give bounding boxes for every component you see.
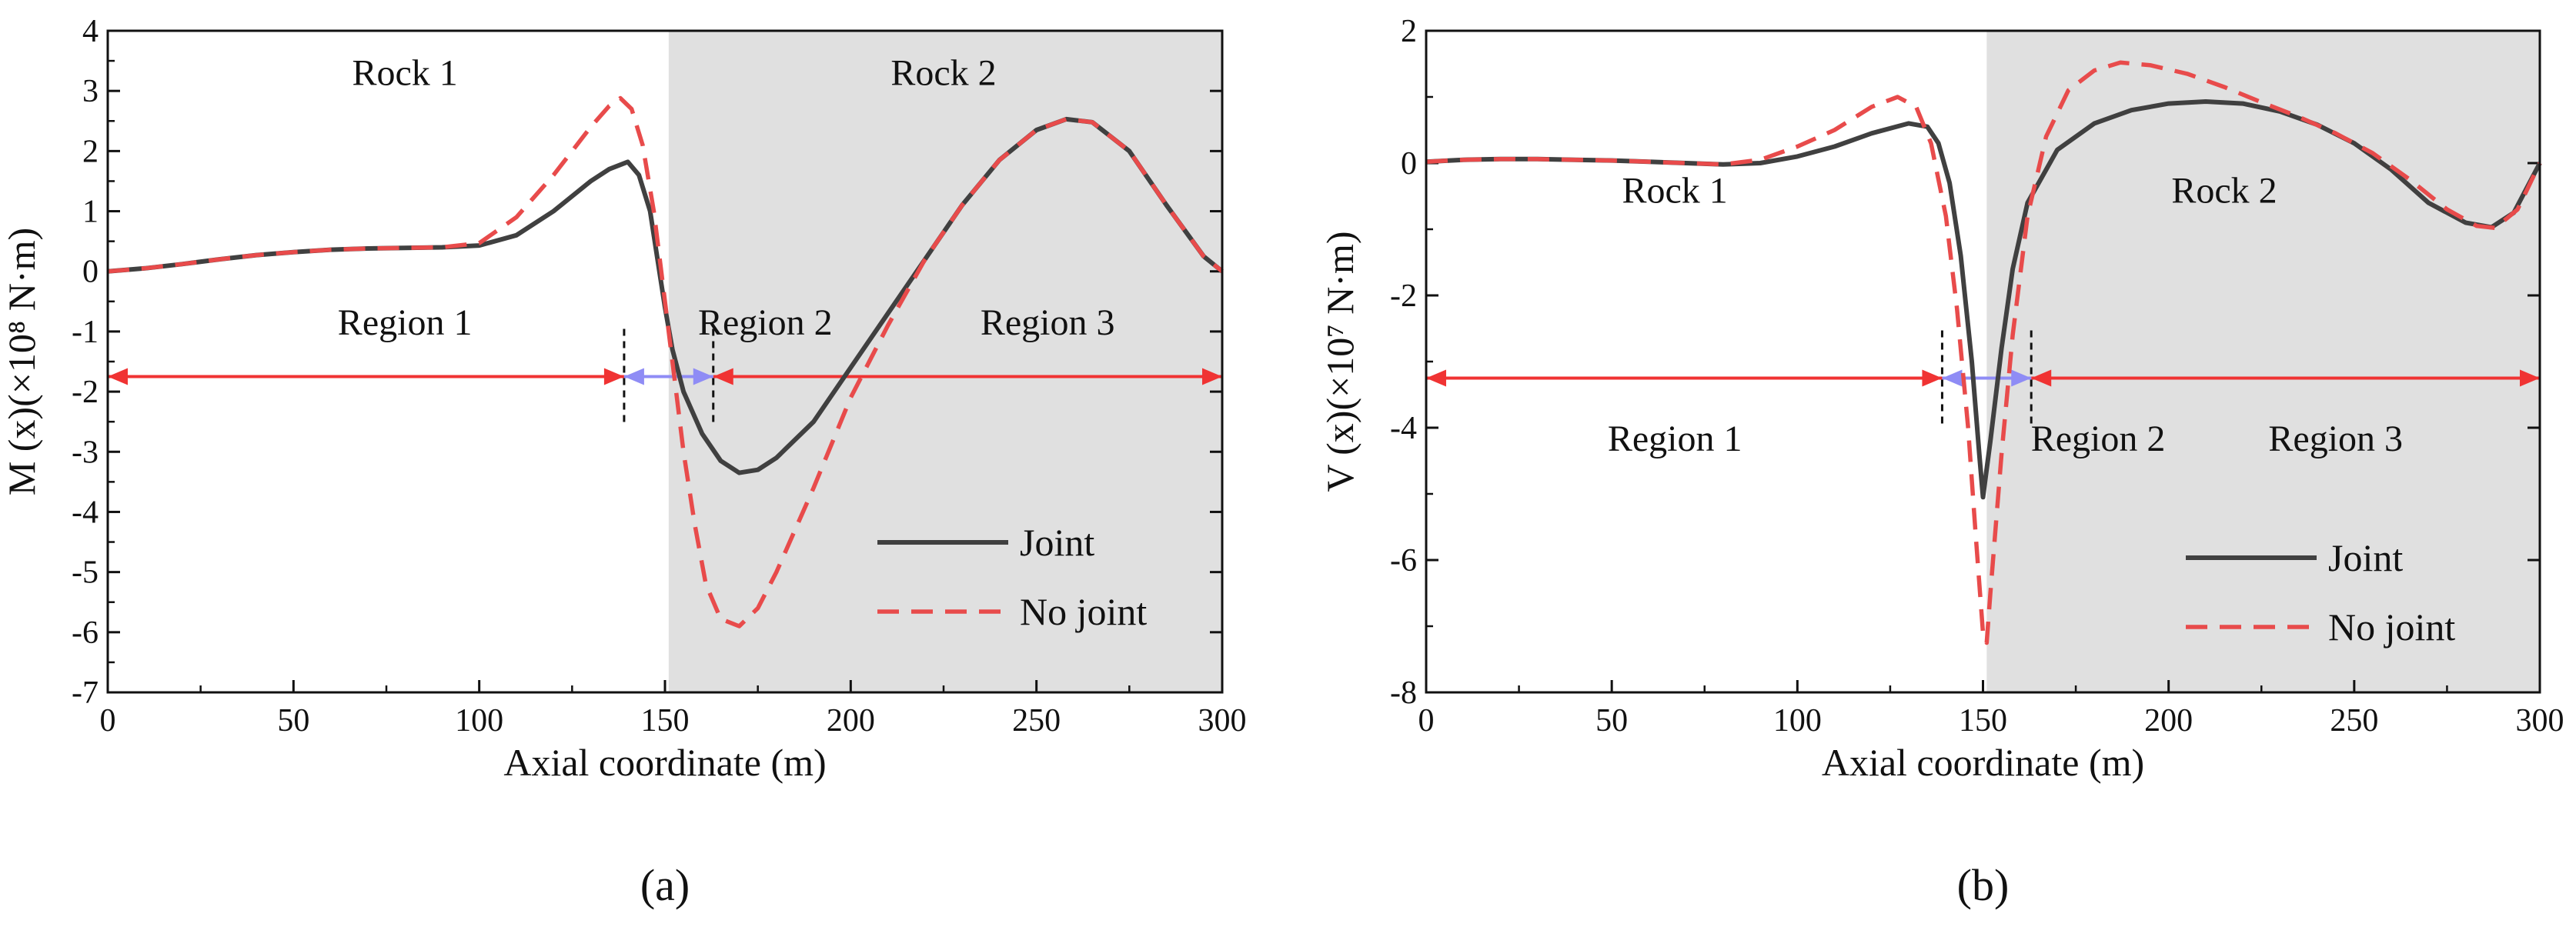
rock2-label: Rock 2 bbox=[890, 52, 996, 93]
chart-a-moment: 4 3 2 1 0 -1 -2 -3 -4 -5 -6 -7 0 50 100 150 200 250 300 R… bbox=[0, 14, 1247, 910]
region2-label: Region 2 bbox=[2031, 418, 2166, 459]
x-axis-ticks: 0 50 100 150 200 250 300 bbox=[1418, 680, 2564, 739]
plot-frame bbox=[106, 29, 1224, 694]
x-tick-label: 150 bbox=[1959, 703, 2007, 739]
x-tick-label: 200 bbox=[2144, 703, 2193, 739]
legend-no-joint-label: No joint bbox=[1020, 590, 1147, 633]
rock2-shaded-region bbox=[668, 31, 1222, 692]
rock1-label: Rock 1 bbox=[352, 52, 457, 93]
y-tick-label: 2 bbox=[1401, 14, 1417, 49]
x-tick-label: 250 bbox=[2330, 703, 2378, 739]
y-tick-label: 0 bbox=[82, 255, 99, 290]
plot-frame bbox=[1425, 29, 2541, 694]
y-tick-label: -8 bbox=[1390, 675, 1417, 711]
legend-no-joint-label: No joint bbox=[2328, 605, 2455, 649]
legend-joint-label: Joint bbox=[2328, 536, 2403, 579]
arrow-head bbox=[108, 368, 128, 385]
arrow-head bbox=[1942, 369, 1963, 387]
rock2-shaded-region bbox=[1986, 31, 2540, 692]
y-tick-label: -5 bbox=[72, 555, 99, 591]
x-axis-label: Axial coordinate (m) bbox=[503, 741, 826, 784]
y-axis-label: M (x)(×10⁸ N·m) bbox=[0, 228, 43, 495]
y-tick-label: 1 bbox=[82, 195, 99, 230]
rock1-label: Rock 1 bbox=[1622, 171, 1727, 212]
rock2-label: Rock 2 bbox=[2171, 171, 2277, 212]
region2-label: Region 2 bbox=[698, 302, 833, 343]
y-tick-label: -3 bbox=[72, 435, 99, 470]
arrow-head bbox=[1426, 369, 1446, 387]
x-tick-label: 100 bbox=[455, 703, 503, 739]
x-axis-label: Axial coordinate (m) bbox=[1822, 741, 2144, 784]
y-tick-label: 2 bbox=[82, 134, 99, 169]
region-arrows bbox=[1426, 330, 2540, 426]
region1-label: Region 1 bbox=[338, 302, 473, 343]
series-no-joint-line bbox=[107, 95, 1224, 629]
arrow-head bbox=[1922, 369, 1943, 387]
x-axis-ticks: 0 50 100 150 200 250 300 bbox=[100, 680, 1247, 739]
y-tick-label: -4 bbox=[1390, 411, 1417, 446]
x-tick-label: 50 bbox=[1595, 703, 1628, 739]
arrow-head bbox=[693, 368, 713, 385]
panel-label: (b) bbox=[1957, 860, 2010, 910]
y-tick-label: -4 bbox=[72, 495, 99, 530]
legend: Joint No joint bbox=[877, 521, 1147, 633]
y-axis-label: V (x)(×10⁷ N·m) bbox=[1318, 231, 1362, 492]
x-tick-label: 250 bbox=[1012, 703, 1061, 739]
x-tick-label: 300 bbox=[1198, 703, 1247, 739]
arrow-head bbox=[2520, 369, 2540, 387]
arrow-head bbox=[1202, 368, 1222, 385]
panel-label: (a) bbox=[640, 860, 690, 910]
y-tick-label: -6 bbox=[1390, 543, 1417, 579]
arrow-head bbox=[2031, 369, 2052, 387]
y-tick-label: -7 bbox=[72, 675, 99, 711]
x-tick-label: 150 bbox=[641, 703, 690, 739]
x-tick-label: 0 bbox=[1418, 703, 1435, 739]
region3-label: Region 3 bbox=[981, 302, 1115, 343]
y-tick-label: 4 bbox=[82, 14, 99, 49]
arrow-head bbox=[603, 368, 624, 385]
y-tick-label: 3 bbox=[82, 74, 99, 109]
x-tick-label: 50 bbox=[277, 703, 309, 739]
region-arrows bbox=[108, 328, 1222, 425]
y-axis-ticks: 2 0 -2 -4 -6 -8 bbox=[1390, 14, 2540, 711]
y-tick-label: -2 bbox=[72, 375, 99, 410]
y-tick-label: -2 bbox=[1390, 278, 1417, 314]
series-no-joint-line bbox=[1425, 60, 2542, 645]
y-tick-label: 0 bbox=[1401, 146, 1417, 182]
chart-b-shear: 2 0 -2 -4 -6 -8 0 50 100 150 200 250 300 Rock 1 Roc… bbox=[1318, 14, 2564, 910]
y-tick-label: -1 bbox=[72, 315, 99, 350]
y-axis-ticks: 4 3 2 1 0 -1 -2 -3 -4 -5 -6 -7 bbox=[72, 14, 1222, 711]
arrow-head bbox=[623, 368, 644, 385]
y-tick-label: -6 bbox=[72, 615, 99, 651]
arrow-head bbox=[713, 368, 733, 385]
x-tick-label: 200 bbox=[827, 703, 875, 739]
x-tick-label: 100 bbox=[1773, 703, 1822, 739]
legend: Joint No joint bbox=[2186, 536, 2455, 649]
region3-label: Region 3 bbox=[2268, 418, 2403, 459]
arrow-head bbox=[2011, 369, 2032, 387]
x-tick-label: 300 bbox=[2516, 703, 2564, 739]
x-tick-label: 0 bbox=[100, 703, 116, 739]
legend-joint-label: Joint bbox=[1020, 521, 1094, 564]
region1-label: Region 1 bbox=[1608, 418, 1742, 459]
